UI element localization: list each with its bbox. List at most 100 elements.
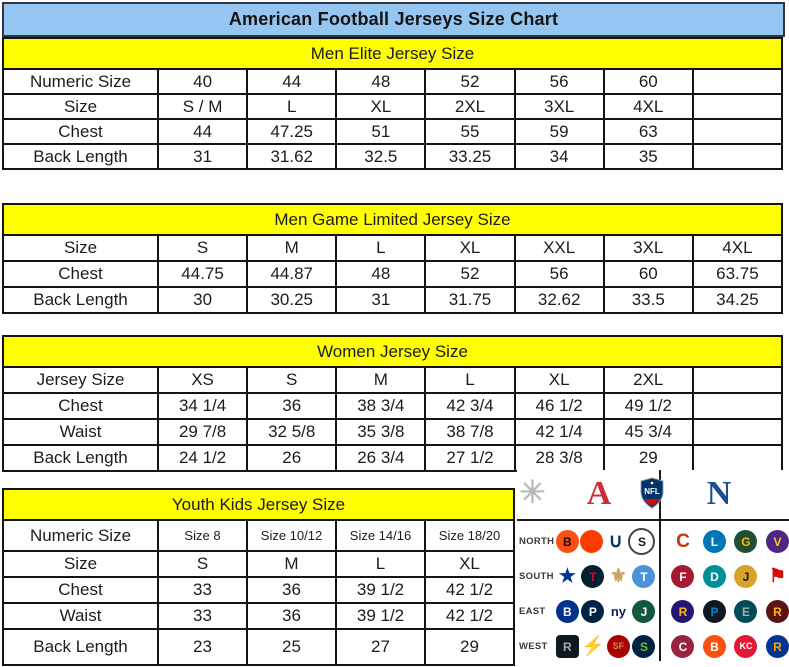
cell-value: 35 xyxy=(602,143,694,170)
cell-value: 3XL xyxy=(513,93,605,120)
cell-value: 39 1/2 xyxy=(335,602,426,630)
cell-value: 30 xyxy=(156,286,249,314)
bills-logo-icon: B xyxy=(555,600,579,623)
section-header-youth: Youth Kids Jersey Size xyxy=(2,488,515,521)
nfl-panel-header: ✳ A NFL N xyxy=(517,470,789,519)
steelers-logo-icon: S xyxy=(628,528,656,555)
cell-value: 59 xyxy=(513,118,605,145)
afc-team-logos: B ∪ S xyxy=(555,528,656,555)
cell-value: 33 xyxy=(157,602,248,630)
cell-value: L xyxy=(335,550,426,578)
cell-value: 28 3/8 xyxy=(513,444,605,472)
cell-value: 49 1/2 xyxy=(602,392,694,420)
cell-value: Size 8 xyxy=(157,519,248,552)
size-table-men-game-limited: Men Game Limited Jersey Size Size S M L XL XXL… xyxy=(2,203,784,314)
buccaneers-logo-icon: ⚑ xyxy=(768,566,786,587)
cell-value: 33.5 xyxy=(602,286,694,314)
row-label: Size xyxy=(2,93,159,120)
cell-value: L xyxy=(246,93,338,120)
texans-logo-icon: T xyxy=(581,565,605,588)
row-label: Jersey Size xyxy=(2,366,159,394)
row-label: Waist xyxy=(2,418,159,446)
table-row: Chest 44 47.25 51 55 59 63 xyxy=(2,118,784,145)
cell-value: S xyxy=(246,366,338,394)
afc-team-logos: ★ T ⚜ T xyxy=(556,565,656,588)
table-row: Chest 34 1/4 36 38 3/4 42 3/4 46 1/2 49 1/2 xyxy=(2,392,784,420)
cell-value: 52 xyxy=(424,68,516,95)
saints-logo-icon: ⚜ xyxy=(609,566,627,587)
cell-value: 31.75 xyxy=(424,286,516,314)
division-label: WEST xyxy=(519,641,548,652)
size-table-men-elite: Men Elite Jersey Size Numeric Size 40 44 48 5… xyxy=(2,37,784,170)
table-row: Numeric Size 40 44 48 52 56 60 xyxy=(2,68,784,95)
cell-value: 25 xyxy=(246,628,337,666)
titans-logo-icon: T xyxy=(632,565,656,588)
cell-value: 44 xyxy=(156,118,249,145)
cell-value: M xyxy=(246,234,338,262)
cell-value: 24 1/2 xyxy=(156,444,249,472)
cell-value: 51 xyxy=(335,118,427,145)
cell-value: Size 10/12 xyxy=(246,519,337,552)
row-label: Back Length xyxy=(2,628,159,666)
table-row: Size S M L XL XXL 3XL 4XL xyxy=(2,234,784,262)
cell-value xyxy=(691,418,784,446)
row-label: Numeric Size xyxy=(2,519,159,552)
cell-value: S / M xyxy=(156,93,249,120)
chiefs-logo-icon: KC xyxy=(734,635,758,658)
afc-logo-icon: A xyxy=(586,475,612,512)
cell-value: 42 1/4 xyxy=(513,418,605,446)
cell-value: 42 1/2 xyxy=(424,602,515,630)
cell-value: 63.75 xyxy=(691,260,784,288)
table-row: Back Length 30 30.25 31 31.75 32.62 33.5 34.25 xyxy=(2,286,784,314)
section-header-men-elite: Men Elite Jersey Size xyxy=(2,37,783,70)
colts-logo-icon: ∪ xyxy=(608,531,623,552)
table-row: Waist 33 36 39 1/2 42 1/2 xyxy=(2,602,515,630)
dolphins-logo-icon: D xyxy=(702,565,726,588)
cell-value: Size 18/20 xyxy=(424,519,515,552)
cell-value: 52 xyxy=(424,260,516,288)
svg-text:NFL: NFL xyxy=(644,487,660,496)
cell-value: XL xyxy=(424,234,516,262)
patriots-logo-icon: P xyxy=(581,600,605,623)
cell-value xyxy=(691,392,784,420)
size-table-youth-kids: Youth Kids Jersey Size Numeric Size Size 8… xyxy=(2,488,515,666)
size-table-women: Women Jersey Size Jersey Size XS S M L XL 2XL Ch… xyxy=(2,335,784,472)
section-header-men-game-limited: Men Game Limited Jersey Size xyxy=(2,203,783,236)
cell-value: 31 xyxy=(156,143,249,170)
cell-value: 38 3/4 xyxy=(335,392,427,420)
table-row: Size S / M L XL 2XL 3XL 4XL xyxy=(2,93,784,120)
cell-value xyxy=(691,143,784,170)
cell-value: 34.25 xyxy=(691,286,784,314)
cell-value: XL xyxy=(513,366,605,394)
cell-value: M xyxy=(335,366,427,394)
cell-value: 36 xyxy=(246,392,338,420)
row-label: Size xyxy=(2,550,159,578)
cell-value: 56 xyxy=(513,260,605,288)
row-label: Waist xyxy=(2,602,159,630)
cell-value: 31.62 xyxy=(246,143,338,170)
cell-value: 48 xyxy=(335,68,427,95)
cell-value: 36 xyxy=(246,602,337,630)
cell-value: 39 1/2 xyxy=(335,576,426,604)
table-row: Jersey Size XS S M L XL 2XL xyxy=(2,366,784,394)
cell-value: 60 xyxy=(602,260,694,288)
row-label: Back Length xyxy=(2,444,159,472)
cell-value: 48 xyxy=(335,260,427,288)
row-label: Chest xyxy=(2,392,159,420)
row-label: Numeric Size xyxy=(2,68,159,95)
cell-value: 30.25 xyxy=(246,286,338,314)
cell-value: XXL xyxy=(513,234,605,262)
cell-value: 32.5 xyxy=(335,143,427,170)
page-title: American Football Jerseys Size Chart xyxy=(2,2,785,37)
nfc-team-logos: C B KC R xyxy=(671,635,789,658)
bengals-logo-icon: B xyxy=(555,530,579,553)
cell-value: 2XL xyxy=(424,93,516,120)
cell-value: 46 1/2 xyxy=(513,392,605,420)
row-label: Size xyxy=(2,234,159,262)
lions-logo-icon: L xyxy=(702,530,726,553)
cell-value xyxy=(691,68,784,95)
cell-value: 32 5/8 xyxy=(246,418,338,446)
cell-value: 38 7/8 xyxy=(424,418,516,446)
